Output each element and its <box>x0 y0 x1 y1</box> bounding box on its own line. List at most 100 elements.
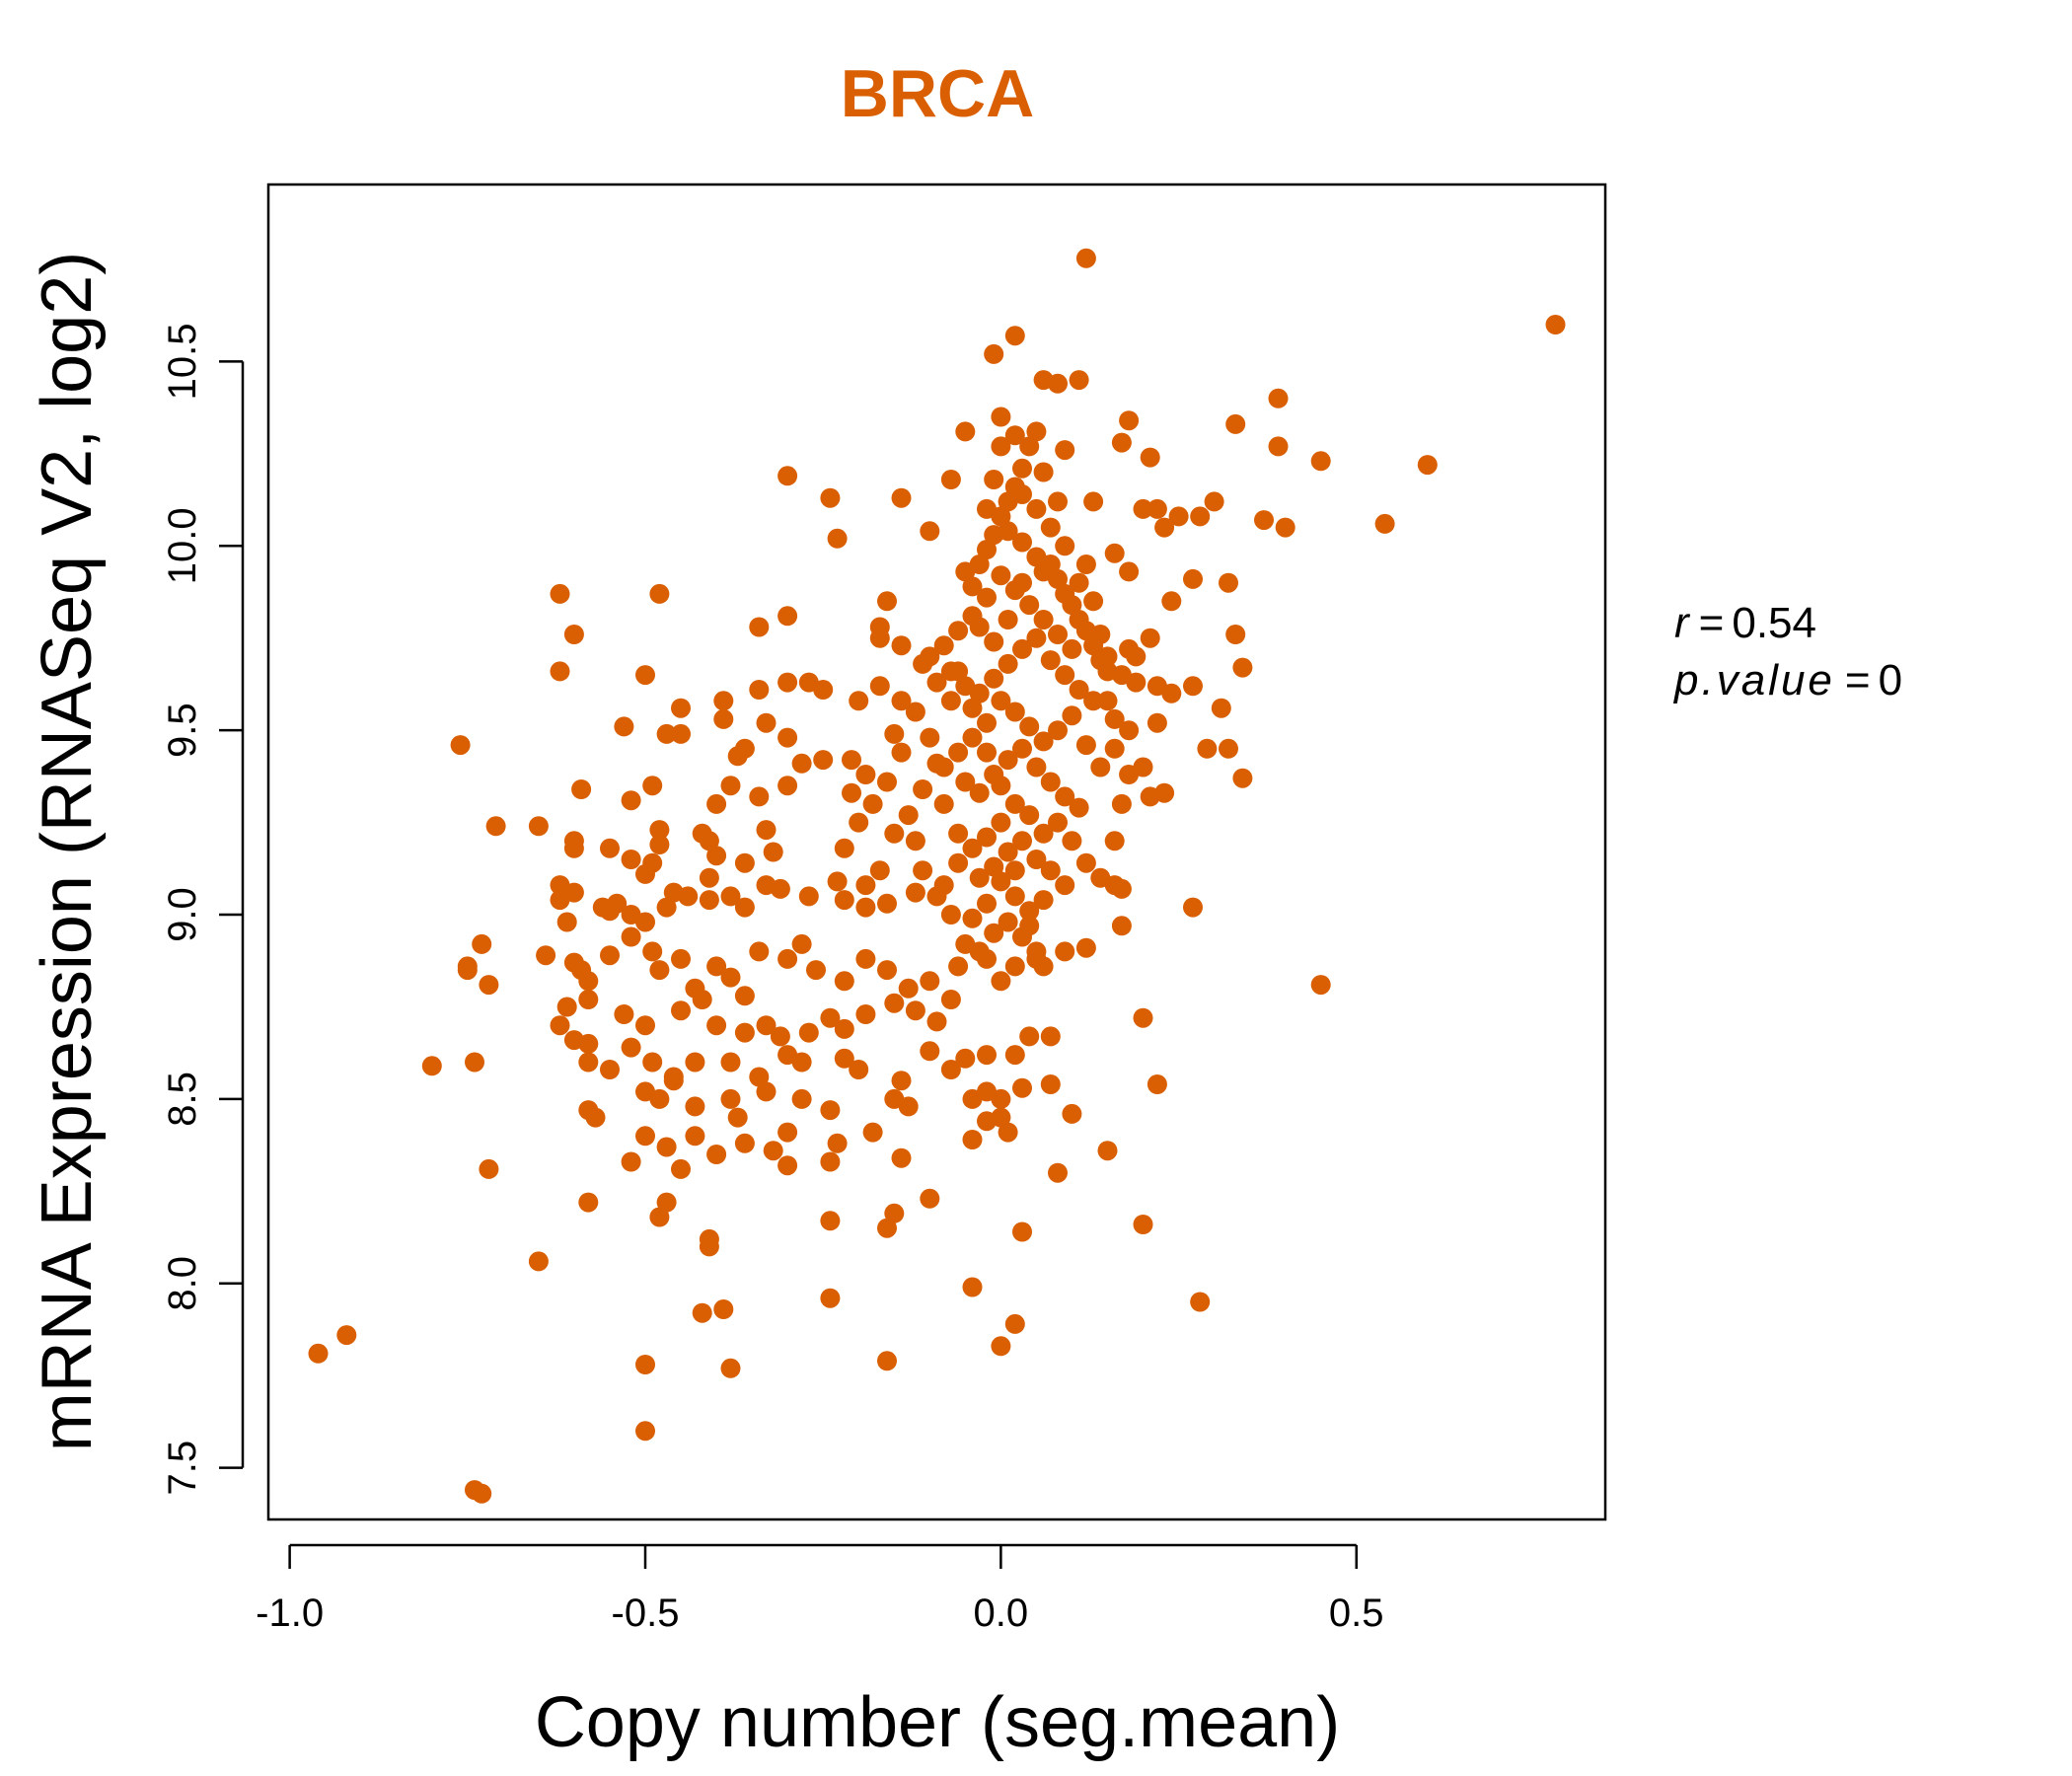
data-point <box>1004 326 1025 346</box>
data-point <box>1104 543 1125 563</box>
data-point <box>1083 691 1104 711</box>
data-point <box>813 680 834 700</box>
data-point <box>877 893 897 914</box>
data-point <box>1126 646 1147 667</box>
data-point <box>763 842 783 862</box>
data-point <box>855 897 876 918</box>
data-point <box>763 1141 783 1161</box>
data-point <box>1004 860 1025 881</box>
data-point <box>699 867 719 888</box>
data-point <box>798 886 819 907</box>
data-point <box>834 1048 854 1069</box>
data-point <box>1083 491 1104 512</box>
data-point <box>1040 650 1061 671</box>
data-point <box>998 750 1018 771</box>
data-point <box>948 742 969 763</box>
data-point <box>671 723 691 744</box>
data-point <box>991 1088 1011 1109</box>
data-point <box>884 1203 905 1223</box>
data-point <box>1104 738 1125 759</box>
data-point <box>991 436 1011 457</box>
data-point <box>550 890 570 911</box>
data-point <box>877 591 897 612</box>
data-point <box>1033 610 1054 629</box>
data-point <box>1033 731 1054 752</box>
data-point <box>1133 757 1153 777</box>
data-point <box>1111 665 1132 686</box>
data-point <box>827 528 848 549</box>
data-point <box>642 776 663 796</box>
data-point <box>891 742 912 763</box>
data-point <box>877 960 897 981</box>
data-point <box>756 1081 777 1102</box>
data-point <box>465 1052 484 1073</box>
data-point <box>1268 436 1289 457</box>
data-point <box>649 820 670 841</box>
data-point <box>749 1067 770 1087</box>
data-point <box>706 793 727 814</box>
data-point <box>1119 561 1140 582</box>
data-point <box>962 727 983 748</box>
data-point <box>991 871 1011 892</box>
data-point <box>984 856 1004 877</box>
data-point <box>991 407 1011 427</box>
data-point <box>1033 823 1054 844</box>
data-point <box>834 971 854 992</box>
data-point <box>905 702 925 722</box>
data-point <box>1219 572 1238 593</box>
y-axis: 7.5 8.0 8.5 9.0 9.5 10.0 10.5 <box>161 323 245 1495</box>
data-point <box>984 631 1004 652</box>
data-point <box>1090 757 1111 777</box>
data-point <box>962 838 983 858</box>
data-point <box>962 1130 983 1149</box>
data-point <box>791 753 812 774</box>
data-point <box>962 908 983 928</box>
data-point <box>820 1211 841 1231</box>
data-point <box>777 606 798 627</box>
data-point <box>734 852 755 873</box>
data-point <box>998 653 1018 674</box>
data-point <box>791 1088 812 1109</box>
data-point <box>578 1052 599 1073</box>
data-point <box>1090 867 1111 888</box>
data-point <box>1062 595 1082 616</box>
data-point <box>933 635 954 656</box>
data-point <box>642 1052 663 1073</box>
data-point <box>1012 532 1032 553</box>
x-tick-label: -0.5 <box>612 1591 680 1635</box>
data-point <box>671 1000 691 1021</box>
data-point <box>1075 248 1096 268</box>
data-point <box>862 793 883 814</box>
data-point <box>827 1133 848 1153</box>
stats-annotation: r = 0.54 p.value = 0 <box>1672 599 1902 704</box>
x-tick-label: 0.5 <box>1329 1591 1384 1635</box>
data-point <box>571 779 592 799</box>
data-point <box>635 1355 655 1374</box>
data-point <box>777 466 798 486</box>
data-point <box>472 1483 492 1504</box>
data-point <box>635 863 655 884</box>
data-point <box>1040 555 1061 574</box>
data-point <box>1268 388 1289 408</box>
data-point <box>656 1192 677 1213</box>
data-point <box>1111 432 1132 453</box>
data-point <box>1019 1026 1040 1047</box>
data-point <box>1104 831 1125 851</box>
data-point <box>578 971 599 992</box>
data-point <box>1232 657 1253 678</box>
data-point <box>855 765 876 784</box>
data-point <box>678 886 699 907</box>
data-point <box>991 812 1011 833</box>
data-point <box>891 1071 912 1091</box>
data-point <box>656 1137 677 1157</box>
data-point <box>905 882 925 903</box>
data-point <box>1147 1074 1167 1094</box>
data-point <box>1219 738 1238 759</box>
data-point <box>820 487 841 508</box>
data-point <box>720 1052 741 1073</box>
data-point <box>977 498 997 519</box>
data-point <box>1310 451 1331 472</box>
x-tick-label: 0.0 <box>974 1591 1029 1635</box>
y-tick-label: 9.0 <box>161 887 204 942</box>
y-tick-label: 8.0 <box>161 1256 204 1311</box>
